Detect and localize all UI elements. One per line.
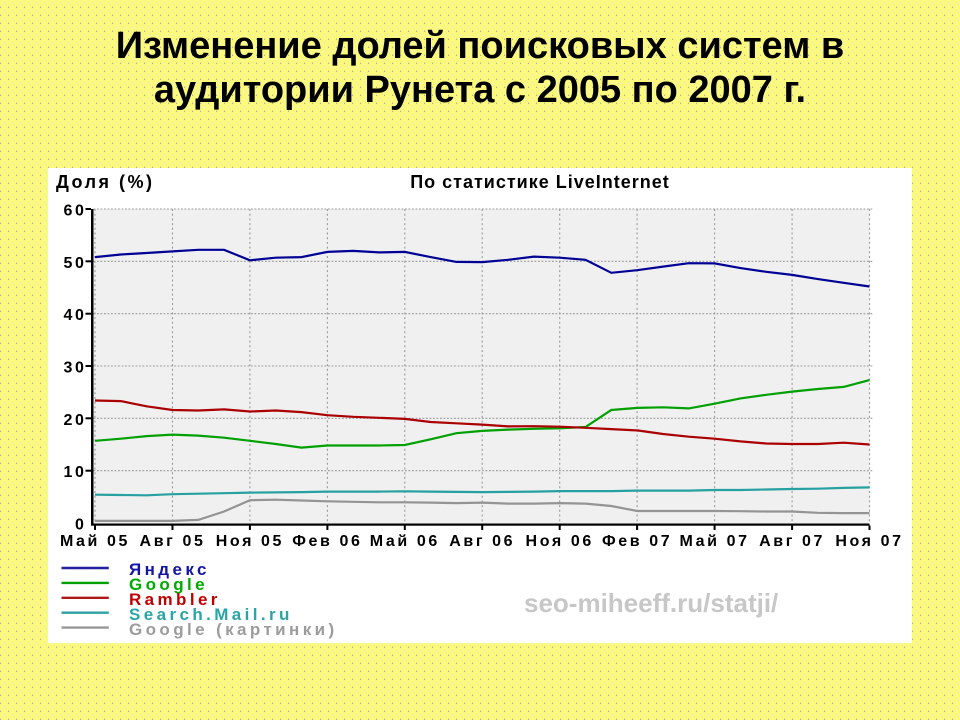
svg-text:Авг 05: Авг 05 <box>140 533 206 550</box>
svg-text:Google (картинки): Google (картинки) <box>129 620 338 639</box>
svg-text:Май 07: Май 07 <box>680 533 750 550</box>
svg-text:60: 60 <box>64 203 87 220</box>
svg-text:Авг 07: Авг 07 <box>759 533 825 550</box>
svg-text:Авг 06: Авг 06 <box>449 533 515 550</box>
svg-text:40: 40 <box>64 307 87 324</box>
svg-text:Ноя 07: Ноя 07 <box>835 533 903 550</box>
svg-text:Доля (%): Доля (%) <box>56 172 155 192</box>
svg-text:50: 50 <box>64 255 87 272</box>
svg-text:Фев 07: Фев 07 <box>602 533 672 550</box>
svg-text:Май 06: Май 06 <box>370 533 440 550</box>
svg-text:seo-miheeff.ru/statji/: seo-miheeff.ru/statji/ <box>524 588 778 618</box>
svg-text:Google: Google <box>129 575 208 594</box>
svg-text:30: 30 <box>64 360 87 377</box>
svg-text:Rambler: Rambler <box>129 590 221 609</box>
svg-text:Ноя 06: Ноя 06 <box>526 533 594 550</box>
svg-text:Фев 06: Фев 06 <box>292 533 362 550</box>
svg-text:20: 20 <box>64 412 87 429</box>
svg-text:Май 05: Май 05 <box>60 533 130 550</box>
svg-text:0: 0 <box>75 517 87 534</box>
svg-text:По статистике LiveInternet: По статистике LiveInternet <box>410 172 670 192</box>
svg-text:10: 10 <box>64 464 87 481</box>
svg-text:Search.Mail.ru: Search.Mail.ru <box>129 605 293 624</box>
svg-text:Ноя 05: Ноя 05 <box>216 533 284 550</box>
svg-text:Яндекс: Яндекс <box>129 560 210 579</box>
